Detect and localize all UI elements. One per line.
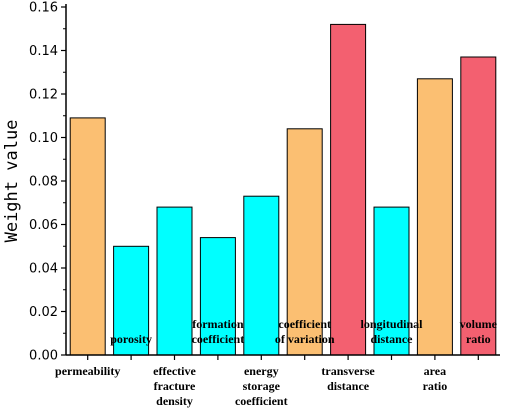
y-tick-label: 0.02	[29, 305, 58, 320]
y-tick-label: 0.16	[29, 1, 58, 16]
axes-group	[65, 4, 500, 360]
y-tick-label: 0.08	[29, 175, 58, 190]
bar-8	[373, 206, 410, 356]
y-axis-title: Weight value	[2, 120, 22, 243]
category-label: porosity	[110, 332, 152, 346]
category-label: energy storage coefficient	[235, 364, 288, 408]
y-tick-label: 0.10	[29, 131, 58, 146]
category-label: longitudinal distance	[360, 317, 423, 346]
y-tick-label: 0.00	[29, 349, 58, 364]
category-label: transverse distance	[321, 364, 375, 393]
y-tick-label: 0.04	[29, 262, 58, 277]
bars-group	[69, 23, 497, 356]
bar-9	[416, 78, 453, 356]
category-label: coefficient of variation	[275, 317, 335, 346]
bar-1	[69, 117, 106, 356]
bar-2	[113, 245, 150, 356]
y-tick-label: 0.12	[29, 88, 58, 103]
category-label: formation coefficient	[192, 317, 245, 346]
category-label: permeability	[55, 364, 120, 378]
bar-10	[460, 56, 497, 356]
category-labels-group: permeability porosity effective fracture den…	[55, 317, 498, 408]
bar-6	[286, 128, 323, 356]
category-label: volume ratio	[460, 317, 498, 346]
y-tick-label: 0.14	[29, 44, 58, 59]
bar-3	[156, 206, 193, 356]
y-ticks-group: 0.00 0.02 0.04 0.06 0.08 0.10 0.12 0.14 0.16	[29, 1, 66, 364]
category-label: area ratio	[423, 364, 448, 393]
category-label: effective fracture density	[153, 364, 196, 408]
bar-7	[330, 23, 367, 356]
bar-4	[199, 237, 236, 356]
y-tick-label: 0.06	[29, 218, 58, 233]
bar-5	[243, 195, 280, 356]
